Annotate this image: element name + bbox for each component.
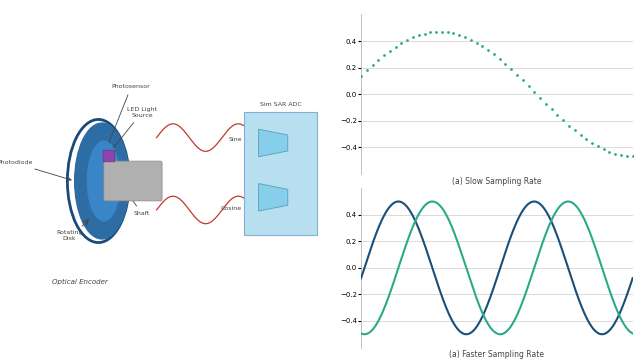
Point: [604, 149, 615, 155]
Point: [523, 83, 534, 89]
Point: [541, 101, 551, 106]
Point: [390, 44, 401, 50]
Point: [535, 95, 545, 101]
Point: [413, 32, 424, 38]
Point: [593, 144, 603, 150]
Point: [449, 30, 459, 36]
Ellipse shape: [75, 123, 129, 239]
Point: [373, 57, 383, 63]
Point: [460, 34, 470, 40]
Point: [362, 67, 372, 73]
Text: Sim SAR ADC: Sim SAR ADC: [259, 102, 302, 108]
Ellipse shape: [88, 141, 120, 221]
Point: [367, 62, 378, 68]
Text: Photodiode: Photodiode: [0, 160, 71, 180]
Point: [564, 123, 574, 129]
Point: [379, 52, 389, 58]
Point: [616, 152, 626, 158]
Point: [483, 47, 493, 53]
Point: [500, 61, 511, 67]
Point: [437, 29, 447, 35]
Point: [472, 40, 482, 46]
Text: Shaft: Shaft: [126, 191, 150, 216]
Point: [489, 51, 499, 57]
Text: Sine: Sine: [229, 137, 242, 142]
Polygon shape: [259, 184, 288, 211]
Point: [495, 56, 505, 62]
Point: [443, 29, 453, 35]
FancyBboxPatch shape: [244, 112, 317, 235]
Point: [599, 147, 609, 152]
Point: [385, 48, 395, 54]
Point: [627, 153, 638, 159]
Point: [402, 37, 412, 43]
Point: [576, 132, 586, 138]
Point: [426, 30, 436, 35]
Point: [506, 67, 516, 72]
Point: [558, 117, 568, 123]
Point: [581, 136, 592, 142]
Point: [419, 31, 429, 37]
FancyBboxPatch shape: [104, 161, 162, 201]
Point: [587, 140, 597, 146]
Point: [408, 34, 418, 40]
Point: [518, 77, 528, 83]
X-axis label: (a) Faster Sampling Rate: (a) Faster Sampling Rate: [449, 350, 544, 359]
Text: Optical Encoder: Optical Encoder: [52, 279, 108, 285]
FancyBboxPatch shape: [103, 150, 115, 162]
Point: [512, 72, 522, 78]
Point: [610, 151, 620, 157]
Text: Photosensor: Photosensor: [107, 84, 151, 147]
Text: Cosine: Cosine: [221, 206, 242, 211]
Polygon shape: [259, 129, 288, 157]
Text: LED Light
Source: LED Light Source: [108, 107, 157, 155]
Point: [431, 29, 442, 35]
Point: [546, 106, 557, 112]
Text: Rotating
Disk: Rotating Disk: [56, 230, 82, 241]
X-axis label: (a) Slow Sampling Rate: (a) Slow Sampling Rate: [452, 177, 542, 186]
Point: [570, 127, 580, 133]
Point: [396, 40, 406, 46]
Point: [477, 43, 488, 49]
Point: [529, 89, 539, 95]
Point: [454, 32, 465, 38]
Point: [622, 153, 632, 159]
Point: [466, 37, 476, 42]
Point: [356, 73, 366, 79]
Point: [552, 112, 562, 118]
